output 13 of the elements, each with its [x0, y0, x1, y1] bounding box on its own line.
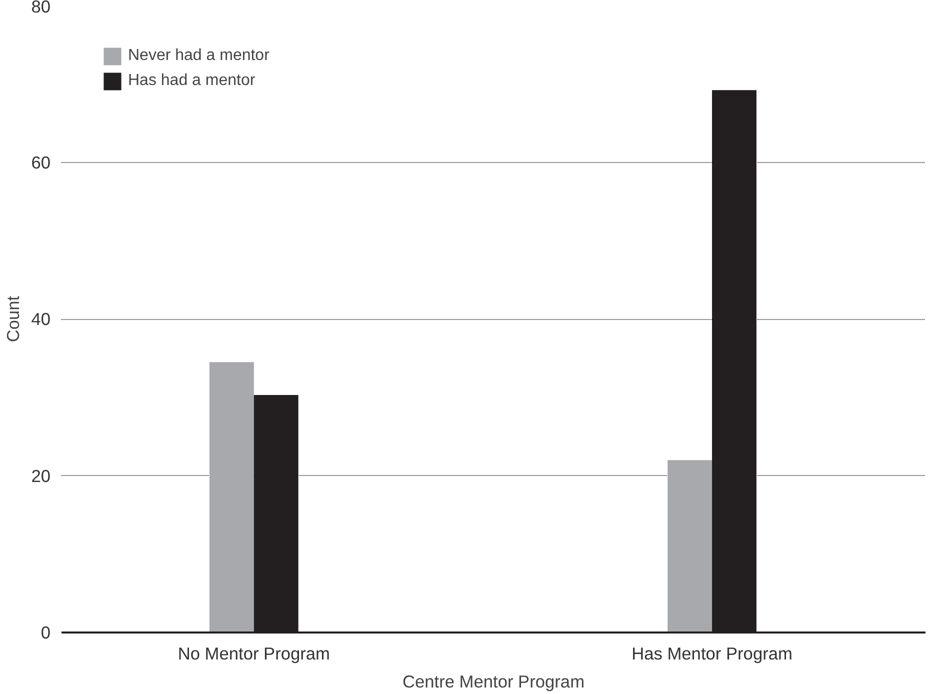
x-tick-label: Has Mentor Program	[632, 644, 792, 664]
y-tick-label: 40	[31, 309, 51, 329]
y-tick-label: 80	[31, 0, 51, 16]
y-tick-label: 20	[31, 466, 51, 486]
y-tick-label: 0	[40, 622, 51, 642]
bar	[668, 460, 712, 632]
x-axis-title: Centre Mentor Program	[402, 672, 585, 692]
y-tick-label: 60	[31, 152, 51, 172]
x-tick-label: No Mentor Program	[178, 644, 330, 664]
bar	[209, 362, 254, 632]
legend-label: Never had a mentor	[128, 47, 270, 65]
y-axis-title: Count	[3, 296, 24, 342]
legend-label: Has had a mentor	[128, 72, 256, 90]
